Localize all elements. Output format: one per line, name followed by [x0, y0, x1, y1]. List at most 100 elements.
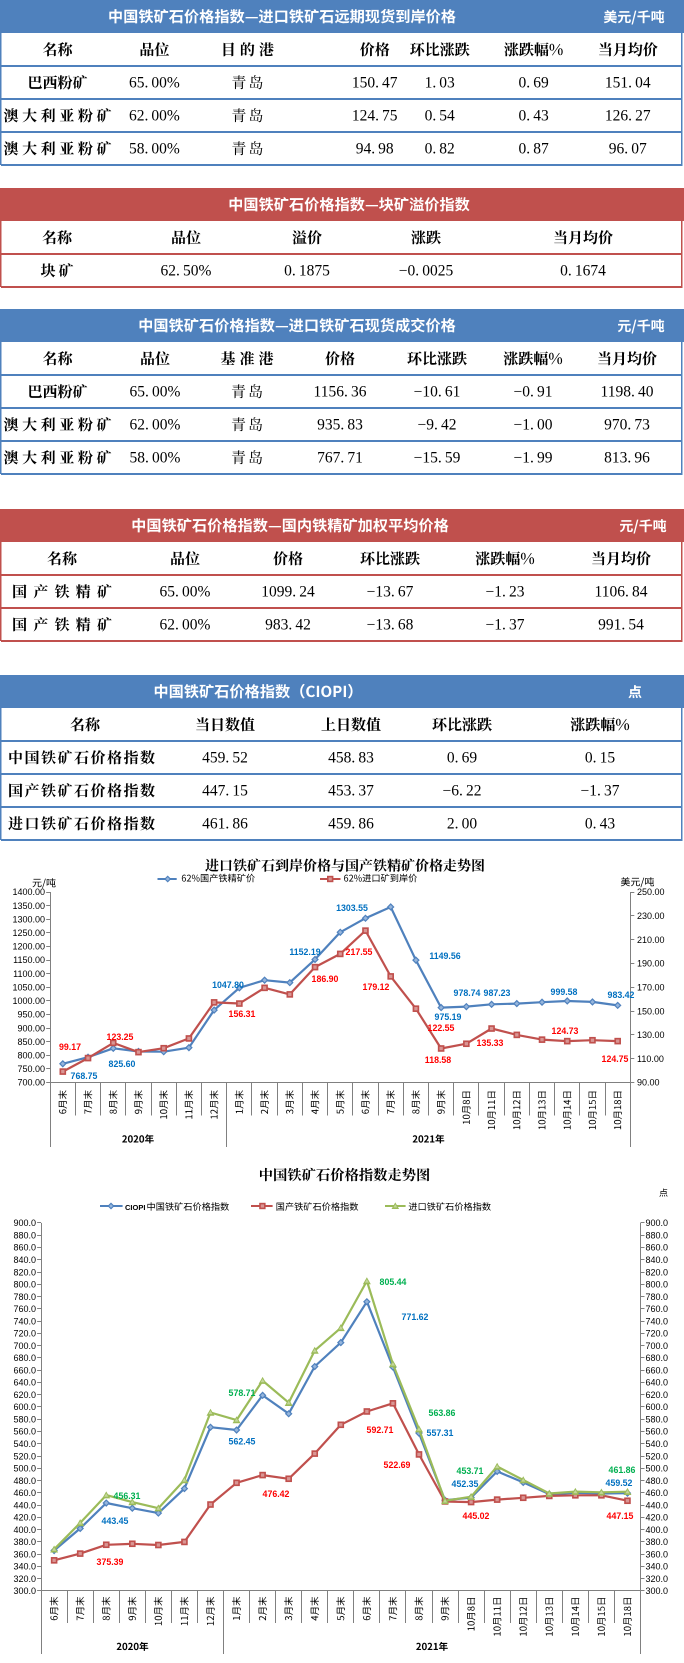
svg-text:825.60: 825.60: [109, 1059, 136, 1069]
svg-text:0. 1674: 0. 1674: [560, 263, 606, 280]
svg-text:122.55: 122.55: [428, 1023, 455, 1033]
svg-text:135.33: 135.33: [477, 1038, 504, 1048]
svg-text:850.00: 850.00: [17, 1037, 45, 1047]
svg-text:1100.00: 1100.00: [13, 969, 45, 979]
svg-text:58. 00%: 58. 00%: [130, 450, 181, 467]
svg-text:124.73: 124.73: [552, 1026, 579, 1036]
svg-text:480.0: 480.0: [646, 1476, 669, 1486]
svg-text:800.00: 800.00: [17, 1050, 45, 1060]
svg-text:500.0: 500.0: [646, 1464, 669, 1474]
svg-text:126. 27: 126. 27: [605, 108, 651, 125]
svg-text:400.0: 400.0: [13, 1525, 36, 1535]
svg-text:151. 04: 151. 04: [605, 75, 651, 92]
svg-text:459. 86: 459. 86: [328, 816, 374, 833]
svg-text:800.0: 800.0: [646, 1280, 669, 1290]
svg-text:557.31: 557.31: [427, 1428, 454, 1438]
svg-text:96. 07: 96. 07: [609, 141, 647, 158]
svg-text:443.45: 443.45: [102, 1516, 129, 1526]
svg-text:380.0: 380.0: [13, 1537, 36, 1547]
svg-text:978.74: 978.74: [454, 988, 481, 998]
svg-text:680.0: 680.0: [13, 1353, 36, 1363]
svg-text:991. 54: 991. 54: [598, 617, 644, 634]
svg-text:300.0: 300.0: [13, 1586, 36, 1596]
svg-text:805.44: 805.44: [380, 1277, 407, 1287]
svg-text:1350.00: 1350.00: [12, 901, 45, 911]
svg-text:700.00: 700.00: [17, 1078, 45, 1088]
svg-text:452.35: 452.35: [452, 1479, 479, 1489]
svg-text:540.0: 540.0: [13, 1439, 36, 1449]
svg-text:CIOPI: CIOPI: [125, 1203, 145, 1212]
svg-text:840.0: 840.0: [646, 1255, 669, 1265]
svg-text:700.0: 700.0: [13, 1341, 36, 1351]
svg-text:1106. 84: 1106. 84: [595, 584, 648, 601]
svg-text:94. 98: 94. 98: [356, 141, 394, 158]
svg-text:0. 69: 0. 69: [447, 750, 477, 767]
svg-text:0. 1875: 0. 1875: [284, 263, 330, 280]
svg-text:983.42: 983.42: [608, 990, 635, 1000]
svg-text:820.0: 820.0: [13, 1267, 36, 1277]
svg-text:540.0: 540.0: [646, 1439, 669, 1449]
svg-text:1198. 40: 1198. 40: [601, 384, 654, 401]
svg-text:1250.00: 1250.00: [12, 928, 45, 938]
svg-text:900.0: 900.0: [13, 1218, 36, 1228]
svg-text:−0. 91: −0. 91: [514, 384, 553, 401]
svg-text:560.0: 560.0: [13, 1427, 36, 1437]
svg-text:760.0: 760.0: [13, 1304, 36, 1314]
svg-text:560.0: 560.0: [646, 1427, 669, 1437]
svg-text:680.0: 680.0: [646, 1353, 669, 1363]
svg-text:−1. 99: −1. 99: [514, 450, 553, 467]
svg-text:1152.19: 1152.19: [289, 947, 320, 957]
svg-text:700.0: 700.0: [646, 1341, 669, 1351]
svg-text:860.0: 860.0: [13, 1243, 36, 1253]
svg-text:768.75: 768.75: [71, 1071, 98, 1081]
svg-text:440.0: 440.0: [646, 1500, 669, 1510]
svg-text:123.25: 123.25: [107, 1032, 134, 1042]
svg-text:640.0: 640.0: [646, 1378, 669, 1388]
svg-text:578.71: 578.71: [229, 1388, 256, 1398]
svg-text:456.31: 456.31: [114, 1491, 141, 1501]
svg-text:580.0: 580.0: [13, 1414, 36, 1424]
svg-text:813. 96: 813. 96: [604, 450, 650, 467]
svg-text:0. 15: 0. 15: [585, 750, 615, 767]
svg-text:480.0: 480.0: [13, 1476, 36, 1486]
svg-text:458. 83: 458. 83: [328, 750, 374, 767]
svg-text:−1. 37: −1. 37: [486, 617, 525, 634]
svg-text:820.0: 820.0: [646, 1267, 669, 1277]
svg-text:592.71: 592.71: [367, 1425, 394, 1435]
svg-text:580.0: 580.0: [646, 1414, 669, 1424]
svg-text:58. 00%: 58. 00%: [129, 141, 180, 158]
svg-text:150. 47: 150. 47: [352, 75, 398, 92]
svg-text:880.0: 880.0: [13, 1230, 36, 1240]
svg-text:2. 00: 2. 00: [447, 816, 477, 833]
svg-text:156.31: 156.31: [229, 1009, 256, 1019]
svg-text:445.02: 445.02: [463, 1511, 490, 1521]
svg-text:217.55: 217.55: [346, 947, 373, 957]
svg-text:500.0: 500.0: [13, 1464, 36, 1474]
svg-text:−0. 0025: −0. 0025: [399, 263, 454, 280]
svg-text:983. 42: 983. 42: [265, 617, 311, 634]
svg-text:935. 83: 935. 83: [317, 417, 363, 434]
svg-text:300.0: 300.0: [646, 1586, 669, 1596]
svg-text:476.42: 476.42: [263, 1489, 290, 1499]
svg-text:562.45: 562.45: [229, 1437, 256, 1447]
svg-text:975.19: 975.19: [435, 1012, 462, 1022]
svg-text:900.00: 900.00: [17, 1023, 45, 1033]
svg-text:620.0: 620.0: [13, 1390, 36, 1400]
svg-text:1156. 36: 1156. 36: [314, 384, 367, 401]
svg-text:760.0: 760.0: [646, 1304, 669, 1314]
svg-text:970. 73: 970. 73: [604, 417, 650, 434]
svg-text:460.0: 460.0: [646, 1488, 669, 1498]
svg-text:750.00: 750.00: [17, 1064, 45, 1074]
svg-text:740.0: 740.0: [13, 1316, 36, 1326]
svg-text:720.0: 720.0: [13, 1329, 36, 1339]
svg-text:65. 00%: 65. 00%: [129, 75, 180, 92]
svg-text:660.0: 660.0: [13, 1365, 36, 1375]
svg-text:860.0: 860.0: [646, 1243, 669, 1253]
svg-text:987.23: 987.23: [484, 988, 511, 998]
svg-text:340.0: 340.0: [646, 1562, 669, 1572]
svg-text:1. 03: 1. 03: [425, 75, 455, 92]
svg-text:−1. 23: −1. 23: [486, 584, 525, 601]
svg-text:420.0: 420.0: [13, 1513, 36, 1523]
svg-text:360.0: 360.0: [13, 1549, 36, 1559]
svg-text:520.0: 520.0: [646, 1451, 669, 1461]
